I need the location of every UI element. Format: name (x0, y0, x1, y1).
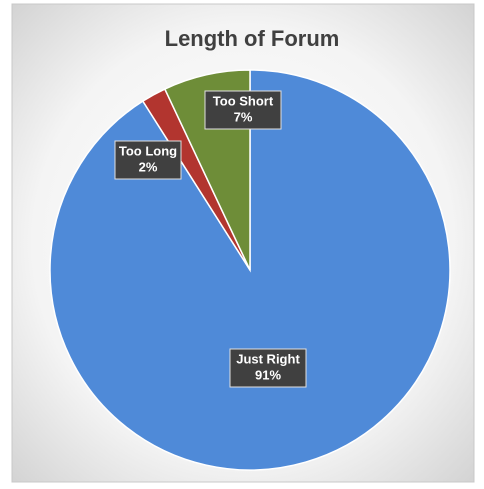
pie (49, 69, 451, 471)
category-label: Too Long (119, 143, 177, 158)
value-label: 2% (139, 159, 158, 174)
value-label: 7% (234, 109, 253, 124)
value-label: 91% (255, 367, 281, 382)
chart-title: Length of Forum (165, 26, 340, 51)
category-label: Just Right (236, 351, 300, 366)
label-box (114, 140, 182, 180)
label-box (204, 90, 282, 130)
category-label: Too Short (213, 93, 274, 108)
label-box (229, 348, 307, 388)
